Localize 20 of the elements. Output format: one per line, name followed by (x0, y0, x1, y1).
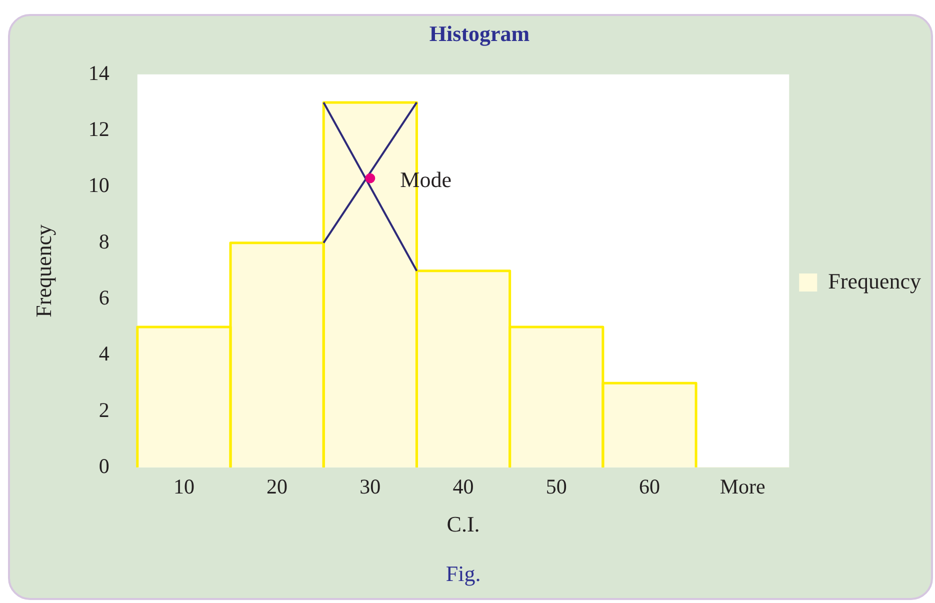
y-tick-label: 0 (98, 454, 110, 478)
x-tick-label: 50 (546, 474, 567, 499)
y-axis-title: Frequency (30, 224, 56, 318)
y-tick-label: 14 (88, 60, 110, 85)
x-axis-title: C.I. (446, 512, 480, 537)
x-tick-label: 60 (638, 474, 660, 499)
x-tick-label: 40 (452, 474, 474, 499)
x-tick-label: 30 (360, 474, 381, 499)
y-tick-label: 12 (88, 117, 110, 142)
x-tick-label: 10 (173, 474, 194, 499)
y-tick-label: 8 (98, 229, 110, 254)
y-tick-label: 4 (98, 342, 110, 366)
legend-label: Frequency (828, 268, 922, 294)
y-tick-label: 6 (98, 285, 110, 310)
x-tick-label: More (720, 474, 766, 499)
y-tick-label: 10 (88, 173, 110, 198)
chart-title: Histogram (429, 20, 530, 46)
text: Fig. (446, 560, 481, 586)
y-tick-label: 2 (98, 398, 110, 422)
x-tick-label: 20 (266, 474, 288, 499)
